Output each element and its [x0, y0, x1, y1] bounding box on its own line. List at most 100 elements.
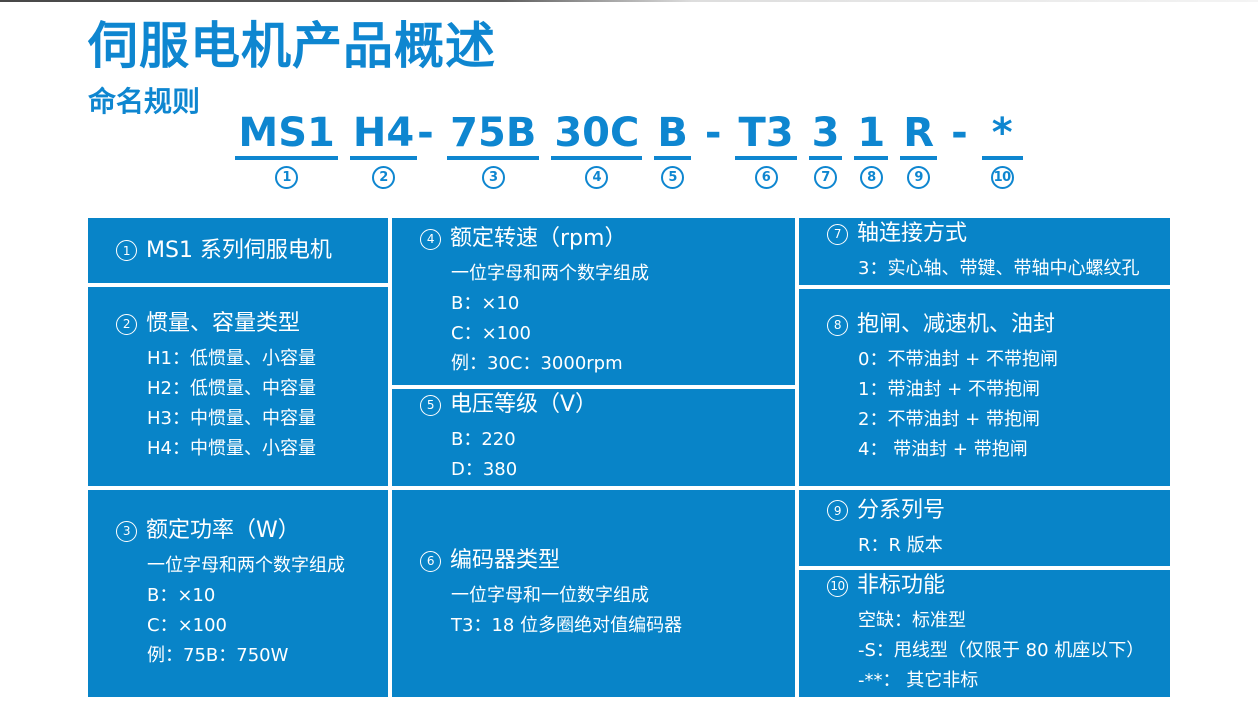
- cell-title-text: 电压等级（V）: [450, 392, 598, 417]
- model-segment-inertia: H4 - 2: [349, 113, 434, 189]
- cell-title-text: 额定功率（W）: [146, 518, 300, 543]
- model-segment-rated-power: 75B 3: [447, 113, 540, 189]
- cell-item: -**： 其它非标: [858, 670, 979, 691]
- circled-number-6: 6: [420, 550, 441, 572]
- cell-item: H4：中惯量、小容量: [147, 438, 316, 459]
- circled-number-2: 2: [116, 313, 137, 335]
- cell-item: 例：30C：3000rpm: [451, 353, 623, 374]
- model-segment-text: *: [981, 113, 1023, 160]
- cell-item: 空缺：标准型: [858, 610, 966, 631]
- circled-number-10: 10: [990, 166, 1014, 189]
- cell-title: 5 电压等级（V）: [420, 390, 789, 420]
- model-segment-brake: 1 8: [854, 113, 889, 189]
- circled-number-1: 1: [275, 166, 299, 189]
- cell-item: H2：低惯量、中容量: [147, 378, 316, 399]
- cell-title-text: 惯量、容量类型: [146, 311, 301, 336]
- cell-nonstandard-function: 10 非标功能 空缺：标准型 -S：甩线型（仅限于 80 机座以下） -**： …: [799, 570, 1170, 697]
- cell-title-text: 额定转速（rpm）: [450, 226, 627, 251]
- model-segment-text: 30C: [551, 113, 643, 160]
- cell-item: B：220: [451, 429, 516, 450]
- cell-item: 2：不带油封 + 带抱闸: [858, 409, 1040, 430]
- cell-item: B：×10: [147, 585, 216, 606]
- circled-number-1: 1: [116, 240, 137, 261]
- cell-item: 3：实心轴、带键、带轴中心螺纹孔: [858, 258, 1140, 279]
- cell-title: 6 编码器类型: [420, 546, 789, 576]
- naming-rule-table: 1 MS1 系列伺服电机 2 惯量、容量类型 H1：低惯量、小容量 H2：低惯量…: [88, 218, 1170, 697]
- circled-number-5: 5: [420, 394, 441, 416]
- cell-title: 9 分系列号: [827, 496, 1164, 526]
- cell-voltage-class: 5 电压等级（V） B：220 D：380: [392, 389, 795, 486]
- model-separator: -: [703, 110, 724, 156]
- model-segment-rated-speed: 30C 4: [551, 113, 643, 189]
- dash-separator: -: [951, 110, 968, 156]
- circled-number-8: 8: [859, 166, 883, 189]
- cell-series: 1 MS1 系列伺服电机: [88, 218, 388, 283]
- model-segment-text: H4: [349, 113, 418, 160]
- cell-item: 0：不带油封 + 不带抱闸: [858, 349, 1058, 370]
- cell-shaft-connection: 7 轴连接方式 3：实心轴、带键、带轴中心螺纹孔: [799, 218, 1170, 285]
- cell-inertia-capacity-type: 2 惯量、容量类型 H1：低惯量、小容量 H2：低惯量、中容量 H3：中惯量、中…: [88, 287, 388, 486]
- model-segment-sub-series: R 9: [900, 113, 938, 189]
- model-segment-voltage: B 5: [654, 113, 691, 189]
- page-top-edge-line: [0, 0, 1258, 2]
- cell-item: 例：75B：750W: [147, 645, 289, 666]
- model-code-row: MS1 1 H4 - 2 75B 3 30C 4 B 5 - T3 6 3 7 …: [0, 110, 1258, 189]
- circled-number-3: 3: [116, 520, 137, 542]
- model-segment-encoder: T3 6: [735, 113, 797, 189]
- cell-item: 一位字母和两个数字组成: [451, 263, 649, 284]
- cell-title-text: 编码器类型: [450, 548, 561, 573]
- model-segment-text: 3: [808, 113, 843, 160]
- cell-item: C：×100: [451, 323, 532, 344]
- cell-title: 7 轴连接方式: [827, 219, 1164, 249]
- cell-title: 4 额定转速（rpm）: [420, 224, 789, 254]
- circled-number-9: 9: [907, 166, 931, 189]
- cell-title-text: MS1 系列伺服电机: [146, 237, 332, 263]
- page-subtitle: 命名规则: [88, 85, 201, 118]
- cell-rated-speed: 4 额定转速（rpm） 一位字母和两个数字组成 B：×10 C：×100 例：3…: [392, 218, 795, 385]
- cell-item: H1：低惯量、小容量: [147, 348, 316, 369]
- model-segment-text: 75B: [447, 113, 540, 160]
- cell-title-text: 非标功能: [857, 573, 946, 598]
- cell-item: D：380: [451, 459, 518, 480]
- model-separator: -: [949, 110, 970, 156]
- cell-item: C：×100: [147, 615, 228, 636]
- circled-number-5: 5: [661, 166, 685, 189]
- dash-separator: -: [704, 110, 722, 156]
- cell-rated-power: 3 额定功率（W） 一位字母和两个数字组成 B：×10 C：×100 例：75B…: [88, 490, 388, 697]
- circled-number-4: 4: [420, 228, 441, 250]
- cell-item: 一位字母和两个数字组成: [147, 555, 345, 576]
- model-segment-text: MS1: [235, 113, 338, 160]
- cell-item: 4： 带油封 + 带抱闸: [858, 439, 1028, 460]
- cell-title: 2 惯量、容量类型: [116, 309, 382, 339]
- cell-title-text: 抱闸、减速机、油封: [857, 312, 1056, 337]
- circled-number-7: 7: [814, 166, 837, 189]
- cell-item: -S：甩线型（仅限于 80 机座以下）: [858, 640, 1145, 661]
- cell-item: 1：带油封 + 不带抱闸: [858, 379, 1040, 400]
- cell-item: B：×10: [451, 293, 520, 314]
- cell-encoder-type: 6 编码器类型 一位字母和一位数字组成 T3：18 位多圈绝对值编码器: [392, 490, 795, 697]
- circled-number-2: 2: [372, 166, 395, 189]
- cell-item: R：R 版本: [858, 534, 943, 556]
- cell-title: 8 抱闸、减速机、油封: [827, 310, 1164, 340]
- cell-brake-reducer-oil-seal: 8 抱闸、减速机、油封 0：不带油封 + 不带抱闸 1：带油封 + 不带抱闸 2…: [799, 289, 1170, 486]
- circled-number-6: 6: [754, 166, 778, 189]
- cell-title-text: 分系列号: [857, 497, 946, 523]
- model-segment-series: MS1 1: [235, 113, 338, 189]
- cell-title: 10 非标功能: [827, 571, 1164, 601]
- cell-title: 1 MS1 系列伺服电机: [116, 236, 382, 266]
- cell-item: 一位字母和一位数字组成: [451, 585, 649, 606]
- model-segment-text: 1: [854, 113, 889, 160]
- dash-separator: -: [417, 110, 434, 156]
- model-segment-shaft: 3 7: [808, 113, 843, 189]
- circled-number-9: 9: [827, 500, 848, 521]
- model-segment-text: T3: [735, 113, 797, 160]
- circled-number-4: 4: [585, 166, 609, 189]
- cell-item: H3：中惯量、中容量: [147, 408, 316, 429]
- circled-number-8: 8: [827, 314, 848, 336]
- model-segment-nonstandard: * 10: [981, 113, 1023, 189]
- model-segment-text: B: [654, 113, 691, 160]
- circled-number-7: 7: [827, 223, 848, 245]
- cell-title: 3 额定功率（W）: [116, 516, 382, 546]
- cell-sub-series: 9 分系列号 R：R 版本: [799, 490, 1170, 566]
- model-segment-text: R: [900, 113, 938, 160]
